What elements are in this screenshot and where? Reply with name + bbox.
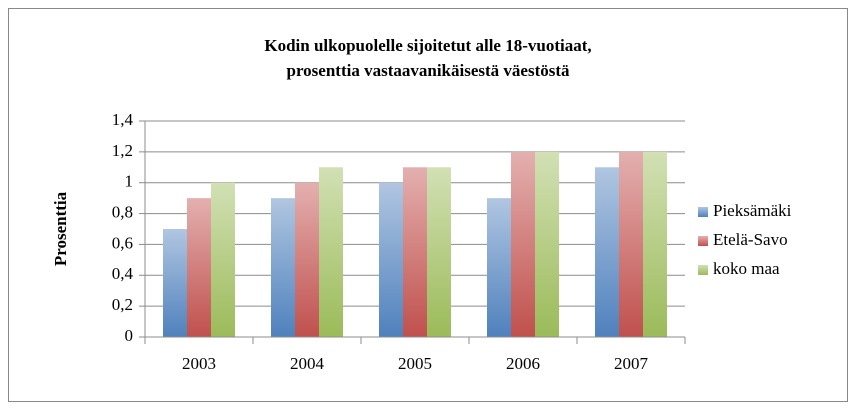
x-tick-label: 2006: [506, 354, 540, 373]
bar: [187, 198, 211, 337]
bar: [403, 167, 427, 337]
y-axis-label: Prosenttia: [51, 191, 70, 266]
bar: [643, 151, 667, 337]
y-tick-label: 0,2: [112, 295, 133, 314]
y-tick-label: 0: [125, 326, 134, 345]
y-tick-label: 1: [125, 172, 134, 191]
y-tick-label: 1,4: [112, 110, 134, 129]
bar: [295, 182, 319, 337]
y-tick-label: 0,6: [112, 233, 133, 252]
bar: [535, 151, 559, 337]
legend-label: Pieksämäki: [713, 201, 792, 220]
y-tick-label: 1,2: [112, 141, 133, 160]
bar: [211, 182, 235, 337]
bar: [511, 151, 535, 337]
bar: [379, 182, 403, 337]
bar: [319, 167, 343, 337]
y-tick-label: 0,8: [112, 202, 133, 221]
legend-swatch: [698, 265, 708, 275]
x-tick-label: 2007: [614, 354, 649, 373]
legend-label: Etelä-Savo: [713, 230, 788, 249]
bar: [595, 167, 619, 337]
x-tick-label: 2005: [398, 354, 432, 373]
legend-swatch: [698, 236, 708, 246]
chart-title: prosenttia vastaavanikäisestä väestöstä: [286, 61, 570, 80]
bar: [163, 229, 187, 337]
chart-title: Kodin ulkopuolelle sijoitetut alle 18-vu…: [264, 36, 591, 55]
legend-swatch: [698, 207, 708, 217]
bar: [427, 167, 451, 337]
bar: [619, 151, 643, 337]
y-tick-label: 0,4: [112, 264, 134, 283]
bar: [271, 198, 295, 337]
x-tick-label: 2004: [290, 354, 325, 373]
bar: [487, 198, 511, 337]
x-tick-label: 2003: [182, 354, 216, 373]
legend-label: koko maa: [713, 259, 780, 278]
